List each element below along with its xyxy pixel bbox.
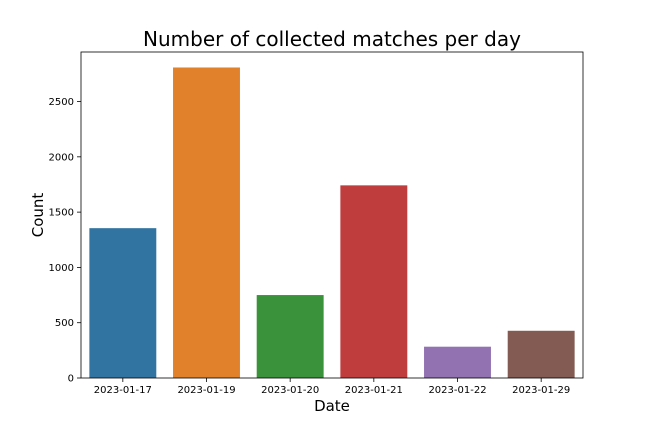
- x-tick-label: 2023-01-20: [261, 385, 319, 396]
- chart-title: Number of collected matches per day: [143, 27, 521, 51]
- y-tick-label: 1500: [49, 208, 74, 219]
- plot-frame: [80, 51, 584, 379]
- y-tick-label: 0: [68, 374, 74, 385]
- bar-2023-01-20: [256, 295, 324, 378]
- x-axis-label: Date: [314, 397, 350, 415]
- bar-2023-01-19: [173, 67, 240, 378]
- bar-2023-01-22: [424, 346, 491, 378]
- bar-2023-01-17: [89, 228, 157, 378]
- bar-2023-01-29: [507, 330, 575, 378]
- x-tick-label: 2023-01-19: [177, 385, 235, 396]
- x-tick-label: 2023-01-21: [345, 385, 403, 396]
- y-tick-label: 2000: [49, 152, 74, 163]
- y-axis: 0 500 1000 1500 2000 2500: [49, 97, 81, 385]
- y-tick-label: 1000: [49, 263, 74, 274]
- x-tick-label: 2023-01-29: [512, 385, 570, 396]
- y-tick-label: 2500: [49, 97, 74, 108]
- x-tick-label: 2023-01-22: [428, 385, 486, 396]
- y-axis-label: Count: [29, 193, 47, 238]
- x-axis: 2023-01-17 2023-01-19 2023-01-20 2023-01-21…: [94, 378, 570, 396]
- bar-2023-01-21: [340, 185, 408, 378]
- y-tick-label: 500: [55, 318, 74, 329]
- x-tick-label: 2023-01-17: [94, 385, 152, 396]
- bars: [89, 67, 575, 378]
